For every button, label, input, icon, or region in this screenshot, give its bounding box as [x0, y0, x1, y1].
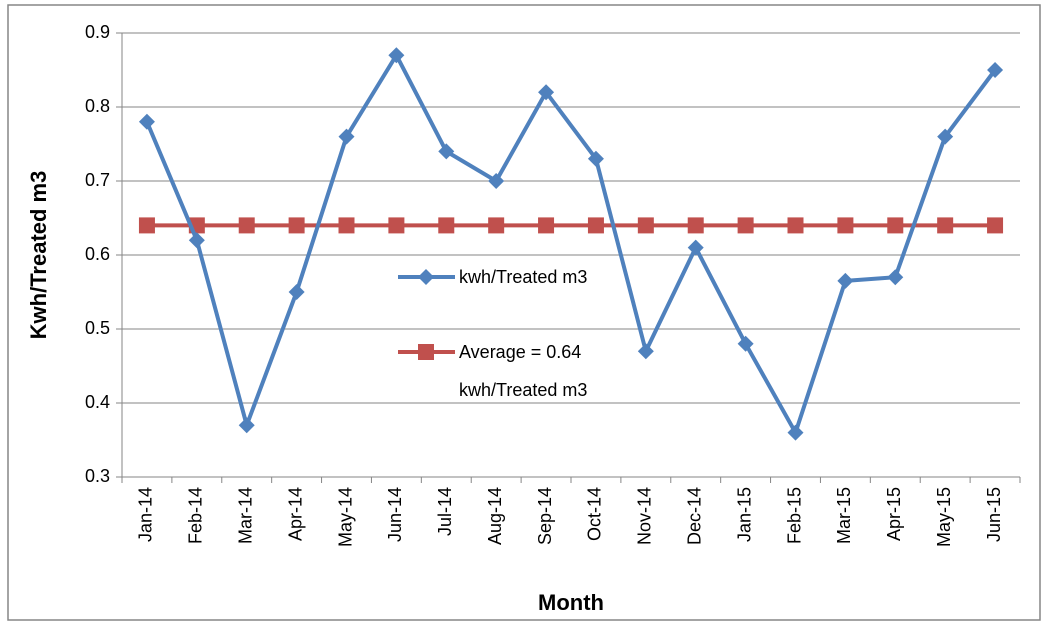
data-point	[338, 217, 355, 234]
data-point	[538, 84, 555, 101]
data-point	[737, 217, 754, 234]
data-point	[837, 217, 854, 234]
x-tick-label: Aug-14	[485, 487, 505, 545]
x-tick-label: Mar-15	[834, 487, 854, 544]
data-point	[438, 217, 455, 234]
y-tick-label: 0.3	[85, 466, 110, 486]
data-point	[937, 217, 954, 234]
x-tick-label: Apr-15	[884, 487, 904, 541]
data-point	[887, 269, 904, 286]
data-point	[687, 239, 704, 256]
y-tick-label: 0.9	[85, 22, 110, 42]
data-point	[837, 272, 854, 289]
y-tick-label: 0.7	[85, 170, 110, 190]
data-point	[737, 335, 754, 352]
data-point	[288, 217, 305, 234]
data-point	[987, 62, 1004, 78]
x-tick-label: Nov-14	[635, 487, 655, 545]
y-tick-label: 0.5	[85, 318, 110, 338]
y-tick-label: 0.6	[85, 244, 110, 264]
data-point	[438, 143, 455, 160]
x-tick-label: Mar-14	[235, 487, 255, 544]
x-tick-label: Jun-15	[984, 487, 1004, 542]
legend-entry: Average = 0.64 kwh/Treated m3	[459, 342, 588, 400]
data-point	[787, 217, 804, 234]
x-tick-label: Jun-14	[385, 487, 405, 542]
data-point	[388, 217, 405, 234]
x-tick-label: Jan-14	[136, 487, 156, 542]
y-axis-label: Kwh/Treated m3	[26, 171, 51, 340]
data-point	[538, 217, 555, 234]
x-tick-label: Feb-14	[186, 487, 206, 544]
data-point	[987, 217, 1004, 234]
legend-marker	[418, 269, 434, 285]
x-tick-label: May-15	[934, 487, 954, 547]
data-point	[238, 217, 255, 234]
y-tick-label: 0.4	[85, 392, 110, 412]
x-tick-label: Jul-14	[435, 487, 455, 536]
data-point	[138, 217, 155, 234]
series-line	[145, 53, 997, 435]
data-point	[887, 217, 904, 234]
data-point	[138, 113, 155, 130]
data-point	[787, 424, 804, 441]
data-point	[587, 217, 604, 234]
x-tick-label: May-14	[335, 487, 355, 547]
data-point	[937, 128, 954, 145]
x-tick-label: Feb-15	[784, 487, 804, 544]
data-point	[288, 284, 305, 300]
data-point	[388, 47, 405, 64]
data-point	[488, 173, 505, 189]
y-tick-label: 0.8	[85, 96, 110, 116]
data-point	[637, 217, 654, 234]
x-tick-label: Oct-14	[585, 487, 605, 541]
x-axis-label: Month	[538, 590, 604, 615]
x-tick-label: Apr-14	[285, 487, 305, 541]
data-point	[188, 232, 205, 249]
data-point	[587, 150, 604, 167]
data-point	[238, 417, 255, 434]
x-tick-label: Sep-14	[535, 487, 555, 545]
data-point	[488, 217, 505, 234]
legend-label: Average = 0.64 kwh/Treated m3	[459, 342, 588, 400]
data-point	[637, 343, 654, 360]
legend-label: kwh/Treated m3	[459, 267, 588, 287]
legend-entry: kwh/Treated m3	[459, 267, 588, 287]
data-point	[687, 217, 704, 234]
x-tick-label: Dec-14	[684, 487, 704, 545]
legend-marker	[418, 344, 434, 360]
data-point	[338, 128, 355, 145]
x-tick-label: Jan-15	[734, 487, 754, 542]
